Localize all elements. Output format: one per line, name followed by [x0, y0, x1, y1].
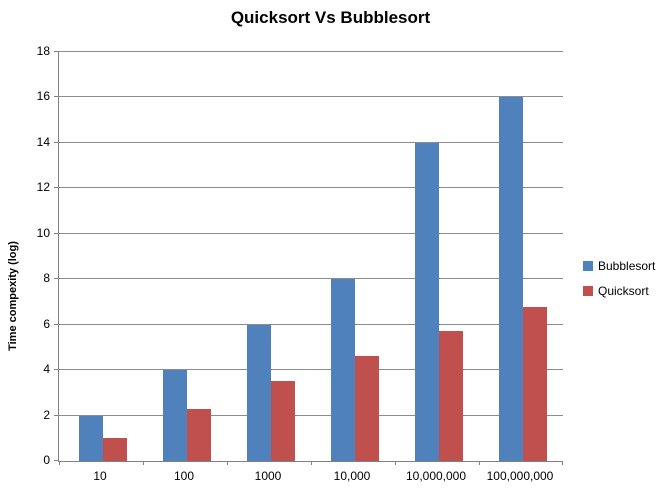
- x-tick-label: 10: [93, 469, 107, 483]
- y-tick-label: 14: [36, 134, 50, 149]
- y-tick-mark: [54, 232, 59, 234]
- legend-entry: Quicksort: [583, 284, 655, 298]
- y-tick-label: 16: [36, 89, 50, 104]
- y-tick-label: 0: [43, 453, 50, 467]
- y-tick-mark: [54, 369, 59, 371]
- legend-swatch: [583, 261, 593, 271]
- y-tick-mark: [54, 51, 59, 52]
- bar-quicksort: [438, 331, 463, 461]
- bar-bubblesort: [246, 324, 271, 461]
- gridline: [59, 51, 563, 52]
- chart-title: Quicksort Vs Bubblesort: [230, 8, 431, 27]
- y-tick-label: 2: [43, 407, 50, 422]
- y-tick-mark: [54, 187, 59, 189]
- gridline: [59, 414, 563, 416]
- x-tick-mark: [59, 461, 60, 465]
- x-tick-mark: [479, 461, 480, 465]
- plot-area: [54, 51, 563, 465]
- x-tick-mark: [227, 461, 228, 465]
- bar-bubblesort: [162, 370, 187, 461]
- bar-quicksort: [522, 306, 547, 461]
- bar-bubblesort: [330, 279, 355, 461]
- y-tick-mark: [54, 278, 59, 280]
- y-tick-mark: [54, 141, 59, 143]
- gridline: [59, 141, 563, 143]
- y-tick-label: 10: [36, 225, 50, 240]
- legend-swatch: [583, 286, 593, 296]
- y-tick-mark: [54, 460, 59, 461]
- y-tick-mark: [54, 96, 59, 98]
- y-axis-title: Time compexity (log): [7, 241, 19, 351]
- gridline: [59, 369, 563, 371]
- x-tick-mark: [311, 461, 312, 465]
- bar-bubblesort: [498, 97, 523, 461]
- gridline: [59, 278, 563, 280]
- gridline: [59, 323, 563, 325]
- bar-bubblesort: [78, 415, 103, 461]
- legend-entry: Bubblesort: [583, 259, 655, 273]
- y-tick-label: 8: [43, 271, 50, 286]
- legend: Bubblesort Quicksort: [583, 259, 655, 309]
- gridline: [59, 187, 563, 189]
- x-tick-mark: [395, 461, 396, 465]
- gridline: [59, 96, 563, 98]
- bar-quicksort: [102, 438, 127, 461]
- legend-label: Quicksort: [598, 284, 649, 298]
- y-tick-label: 4: [43, 362, 50, 377]
- legend-label: Bubblesort: [598, 259, 656, 273]
- x-tick-label: 10,000: [333, 469, 371, 483]
- bar-quicksort: [354, 356, 379, 461]
- y-tick-mark: [54, 323, 59, 325]
- y-tick-label: 18: [36, 44, 50, 58]
- x-tick-label: 100,000,000: [486, 469, 554, 483]
- x-tick-label: 10,000,000: [405, 469, 467, 483]
- x-tick-label: 100: [173, 469, 195, 483]
- y-tick-label: 12: [36, 180, 50, 195]
- y-tick-mark: [54, 414, 59, 416]
- bar-quicksort: [186, 408, 211, 461]
- y-tick-label: 6: [43, 316, 50, 331]
- bar-quicksort: [270, 381, 295, 461]
- x-tick-mark: [143, 461, 144, 465]
- x-tick-label: 1000: [254, 469, 282, 483]
- gridline: [59, 232, 563, 234]
- x-tick-mark: [562, 461, 563, 465]
- bar-bubblesort: [414, 142, 439, 461]
